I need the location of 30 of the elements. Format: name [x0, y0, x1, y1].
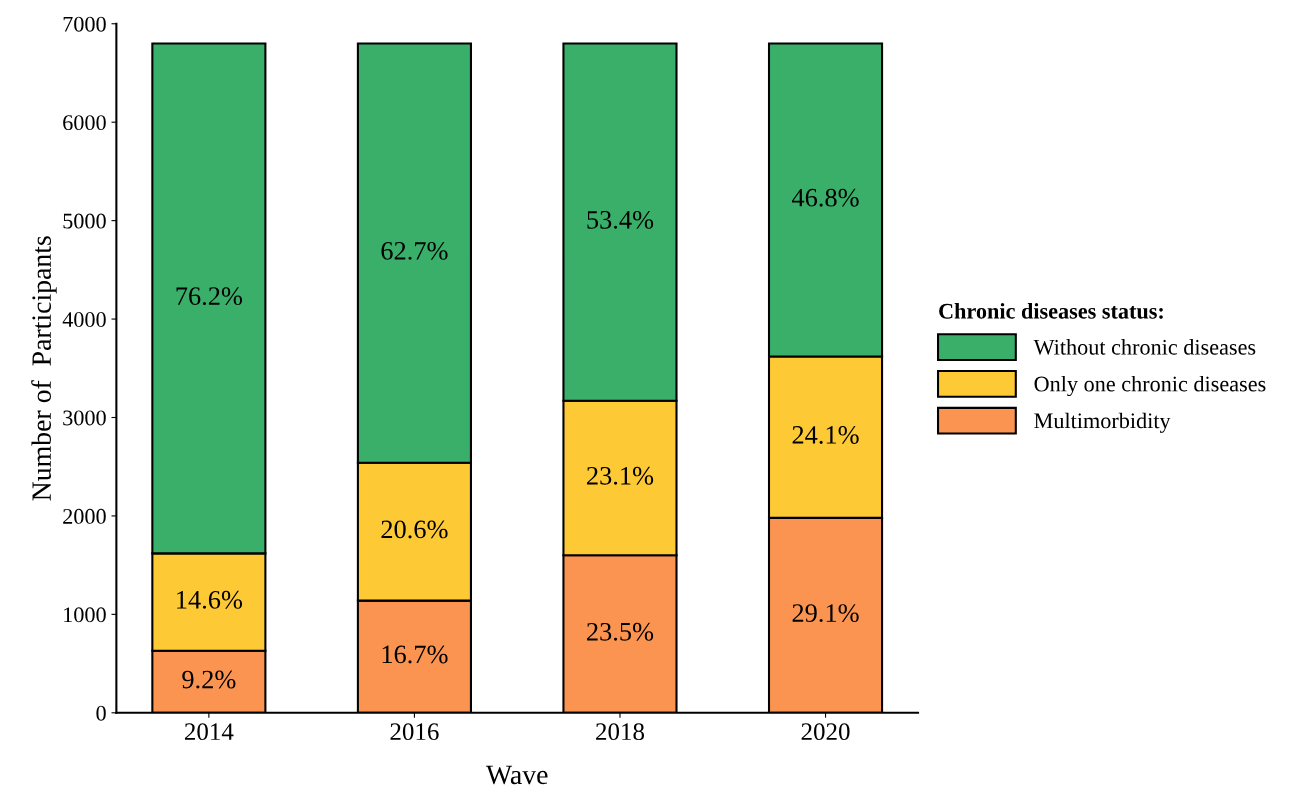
annotation: 20.6%	[381, 520, 448, 539]
annotation: 16.7%	[382, 645, 448, 664]
y-tick-label: 4000	[62, 312, 106, 327]
x-axis-title: Wave	[485, 765, 548, 785]
y-tick-label: 6000	[63, 115, 106, 131]
legend-label: Only one chronic diseases	[1034, 375, 1266, 397]
y-tick-label: 1000	[64, 607, 106, 623]
legend-label: Without chronic diseases	[1033, 339, 1256, 355]
annotation: 29.1%	[792, 604, 859, 623]
annotation: 14.6%	[177, 590, 243, 609]
x-tick-label: 2018	[596, 723, 645, 741]
legend-label: Multimorbidity	[1034, 412, 1171, 433]
y-tick-label: 7000	[63, 16, 106, 32]
annotation: 23.5%	[587, 622, 654, 641]
annotation: 24.1%	[792, 425, 859, 444]
annotation: 23.1%	[587, 466, 654, 485]
annotation: 46.8%	[791, 188, 859, 207]
annotation: 9.2%	[182, 670, 236, 689]
annotation: 62.7%	[381, 241, 448, 260]
x-tick-label: 2014	[184, 723, 234, 741]
y-tick-label: 5000	[63, 213, 106, 229]
annotation: 53.4%	[587, 210, 654, 229]
y-tick-label: 0	[96, 705, 106, 721]
y-tick-label: 3000	[63, 410, 106, 426]
y-axis-title: Number of Participants	[31, 236, 57, 501]
x-tick-label: 2016	[390, 723, 439, 741]
annotation: 76.2%	[176, 287, 243, 306]
x-tick-label: 2020	[801, 723, 850, 741]
legend-title: Chronic diseases status:	[939, 303, 1163, 319]
y-tick-label: 2000	[63, 508, 106, 524]
